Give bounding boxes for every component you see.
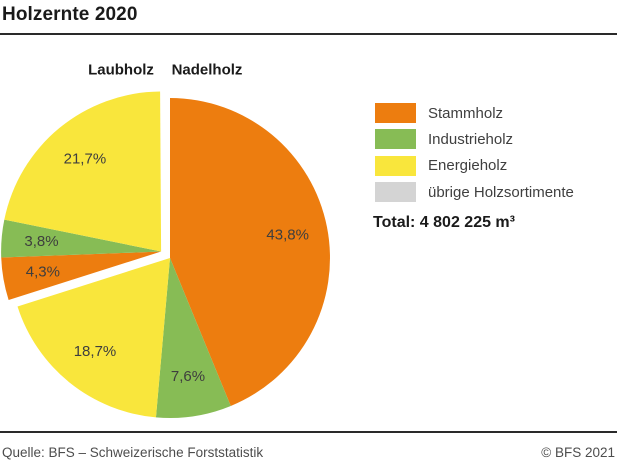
group-label-nadelholz: Nadelholz [171, 61, 243, 79]
copyright-note: © BFS 2021 [541, 445, 615, 460]
group-label-laubholz: Laubholz [88, 61, 154, 79]
pie-slice-energieholz-laubholz [4, 91, 162, 252]
pie-slice-label-energieholz-laubholz: 21,7% [64, 150, 107, 167]
pie-slice-label-stammholz-nadelholz: 43,8% [266, 226, 309, 243]
legend-label: übrige Holzsortimente [428, 183, 574, 201]
pie-slice-industrieholz-laubholz [1, 219, 162, 258]
legend-item-stammholz: Stammholz [375, 103, 574, 123]
pie-slice-label-industrieholz-laubholz: 3,8% [24, 233, 58, 250]
pie-slice-label-energieholz-nadelholz: 18,7% [74, 343, 117, 360]
header-divider [0, 33, 617, 35]
pie-slice-label-industrieholz-nadelholz: 7,6% [171, 368, 205, 385]
legend-label: Stammholz [428, 104, 504, 122]
pie-slice-stammholz-nadelholz [170, 98, 330, 407]
legend-item-industrieholz: Industrieholz [375, 129, 574, 150]
pie-slice-stammholz-laubholz [1, 251, 162, 301]
legend-swatch-energieholz [375, 155, 416, 176]
pie-slice-industrieholz-nadelholz [155, 258, 231, 418]
legend-label: Industrieholz [428, 130, 514, 148]
page-title: Holzernte 2020 [2, 4, 138, 25]
total-volume: Total: 4 802 225 m³ [373, 214, 515, 231]
pie-slice-energieholz-nadelholz [17, 258, 170, 418]
legend-swatch-stammholz [375, 103, 416, 123]
source-note: Quelle: BFS – Schweizerische Forststatis… [2, 445, 264, 460]
legend-item-uebrige-holzsortimente: übrige Holzsortimente [375, 182, 574, 203]
legend-item-energieholz: Energieholz [375, 155, 574, 176]
legend-swatch-uebrige-holzsortimente [375, 182, 416, 203]
legend-swatch-industrieholz [375, 129, 416, 150]
pie-slice-label-stammholz-laubholz: 4,3% [26, 264, 60, 281]
legend-label: Energieholz [428, 157, 508, 175]
footer-divider [0, 431, 617, 433]
legend: Stammholz Industrieholz Energieholz übri… [375, 103, 574, 209]
